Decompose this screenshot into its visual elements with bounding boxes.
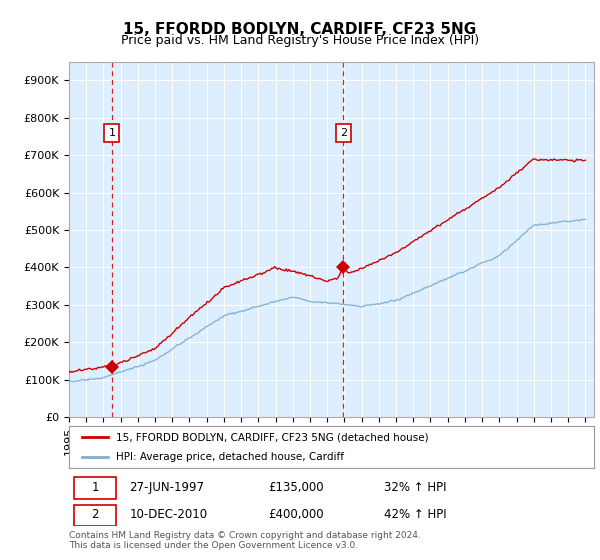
Text: Price paid vs. HM Land Registry's House Price Index (HPI): Price paid vs. HM Land Registry's House … <box>121 34 479 46</box>
Text: 2: 2 <box>91 508 99 521</box>
FancyBboxPatch shape <box>74 478 116 499</box>
Text: £400,000: £400,000 <box>269 508 324 521</box>
Text: HPI: Average price, detached house, Cardiff: HPI: Average price, detached house, Card… <box>116 452 344 462</box>
Text: 27-JUN-1997: 27-JUN-1997 <box>130 481 205 494</box>
Text: 15, FFORDD BODLYN, CARDIFF, CF23 5NG (detached house): 15, FFORDD BODLYN, CARDIFF, CF23 5NG (de… <box>116 432 429 442</box>
Text: 2: 2 <box>340 128 347 138</box>
Text: Contains HM Land Registry data © Crown copyright and database right 2024.
This d: Contains HM Land Registry data © Crown c… <box>69 531 421 550</box>
Text: 32% ↑ HPI: 32% ↑ HPI <box>384 481 446 494</box>
Text: £135,000: £135,000 <box>269 481 324 494</box>
Text: 1: 1 <box>91 481 99 494</box>
Text: 42% ↑ HPI: 42% ↑ HPI <box>384 508 446 521</box>
Text: 1: 1 <box>109 128 115 138</box>
Text: 10-DEC-2010: 10-DEC-2010 <box>130 508 208 521</box>
Text: 15, FFORDD BODLYN, CARDIFF, CF23 5NG: 15, FFORDD BODLYN, CARDIFF, CF23 5NG <box>124 22 476 38</box>
FancyBboxPatch shape <box>74 505 116 526</box>
